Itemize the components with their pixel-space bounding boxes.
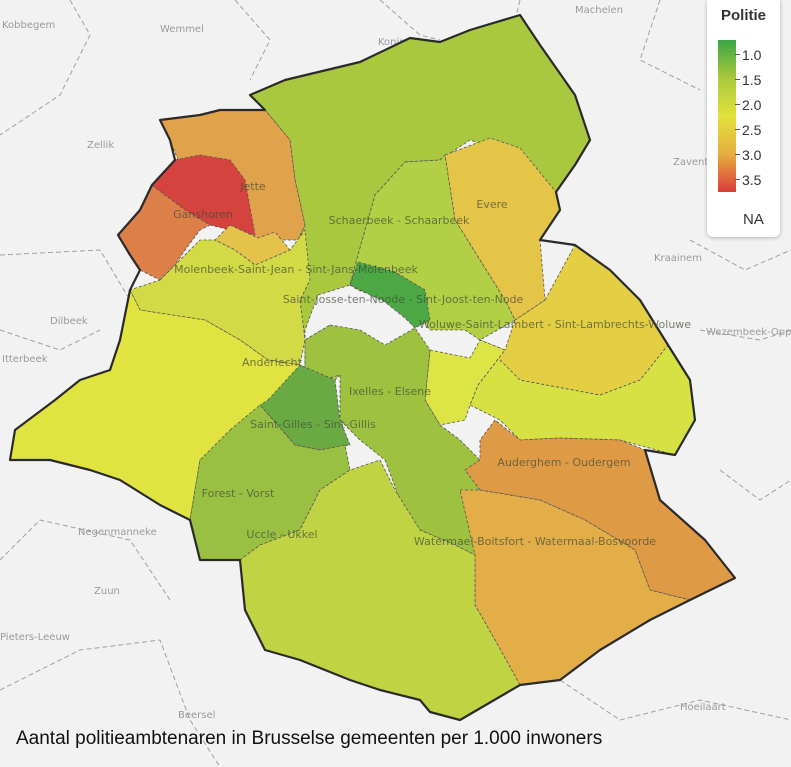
place-label: Hoeilaart — [680, 702, 726, 713]
municipality-etterbeek[interactable] — [424, 339, 506, 426]
municipality-uccle[interactable] — [239, 459, 521, 721]
municipality-auderghem[interactable] — [464, 419, 736, 601]
place-label: Zellik — [87, 140, 114, 151]
municipality-label: Ixelles - Elsene — [349, 385, 431, 398]
place-label: Pieters-Leeuw — [0, 632, 70, 643]
legend-tick — [735, 179, 740, 180]
legend-tick-label: 1.5 — [742, 72, 762, 88]
municipality-label: Saint-Gilles - Sint-Gillis — [250, 418, 376, 431]
legend-tick — [735, 79, 740, 80]
place-label: Wezembeek-Oppem — [706, 327, 791, 338]
municipality-label: Auderghem - Oudergem — [497, 456, 630, 469]
municipality-woluwe-saint-pierre[interactable] — [469, 344, 696, 456]
municipality-saint-gilles[interactable] — [259, 364, 351, 451]
municipality-label: Ganshoren — [173, 208, 233, 221]
municipality-label: Evere — [476, 198, 508, 211]
municipality-label: Anderlecht — [242, 356, 303, 369]
legend-na-label: NA — [743, 211, 764, 228]
place-label: Beersel — [178, 710, 215, 721]
place-label: Dilbeek — [50, 316, 88, 327]
legend-color-bar — [718, 40, 736, 192]
municipality-label: Forest - Vorst — [202, 487, 275, 500]
municipality-label: Uccle - Ukkel — [246, 528, 317, 541]
legend-tick — [735, 104, 740, 105]
place-label: Kraainem — [654, 253, 702, 264]
place-label: Wemmel — [160, 24, 204, 35]
municipality-label: Molenbeek-Saint-Jean - Sint-Jans-Molenbe… — [174, 263, 418, 276]
municipality-labels: Jette Ganshoren Evere Anderlecht Ixelles… — [173, 180, 691, 548]
legend-tick — [735, 154, 740, 155]
place-label: Negenmanneke — [78, 527, 157, 538]
municipality-saint-josse[interactable] — [349, 261, 431, 329]
place-label: Kobbegem — [2, 20, 55, 31]
legend-tick — [735, 129, 740, 130]
municipality-label: Watermael-Boitsfort - Watermaal-Bosvoord… — [414, 535, 656, 548]
legend-tick-label: 2.5 — [742, 122, 762, 138]
legend: Politie 1.0 1.5 2.0 2.5 3.0 3.5 NA — [707, 0, 780, 237]
legend-tick — [735, 54, 740, 55]
region-outline — [8, 13, 737, 722]
place-label: Zuun — [94, 586, 120, 597]
place-label: Machelen — [575, 5, 623, 16]
place-label: Zaventem — [673, 157, 724, 168]
municipality-label: Saint-Josse-ten-Noode - Sint-Joost-ten-N… — [283, 293, 524, 306]
legend-tick-label: 2.0 — [742, 97, 762, 113]
municipality-forest[interactable] — [189, 404, 351, 561]
municipality-label: Schaerbeek - Schaarbeek — [329, 214, 470, 227]
place-label: Itterbeek — [2, 354, 48, 365]
municipality-label: Woluwe-Saint-Lambert - Sint-Lambrechts-W… — [419, 318, 691, 331]
legend-tick-label: 3.0 — [742, 147, 762, 163]
legend-title: Politie — [720, 7, 766, 24]
legend-tick-label: 1.0 — [742, 47, 762, 63]
map-caption: Aantal politieambtenaren in Brusselse ge… — [16, 728, 603, 749]
legend-tick-label: 3.5 — [742, 172, 762, 188]
municipality-label: Jette — [239, 180, 266, 193]
municipality-ixelles[interactable] — [304, 324, 481, 556]
municipality-evere[interactable] — [444, 137, 561, 321]
